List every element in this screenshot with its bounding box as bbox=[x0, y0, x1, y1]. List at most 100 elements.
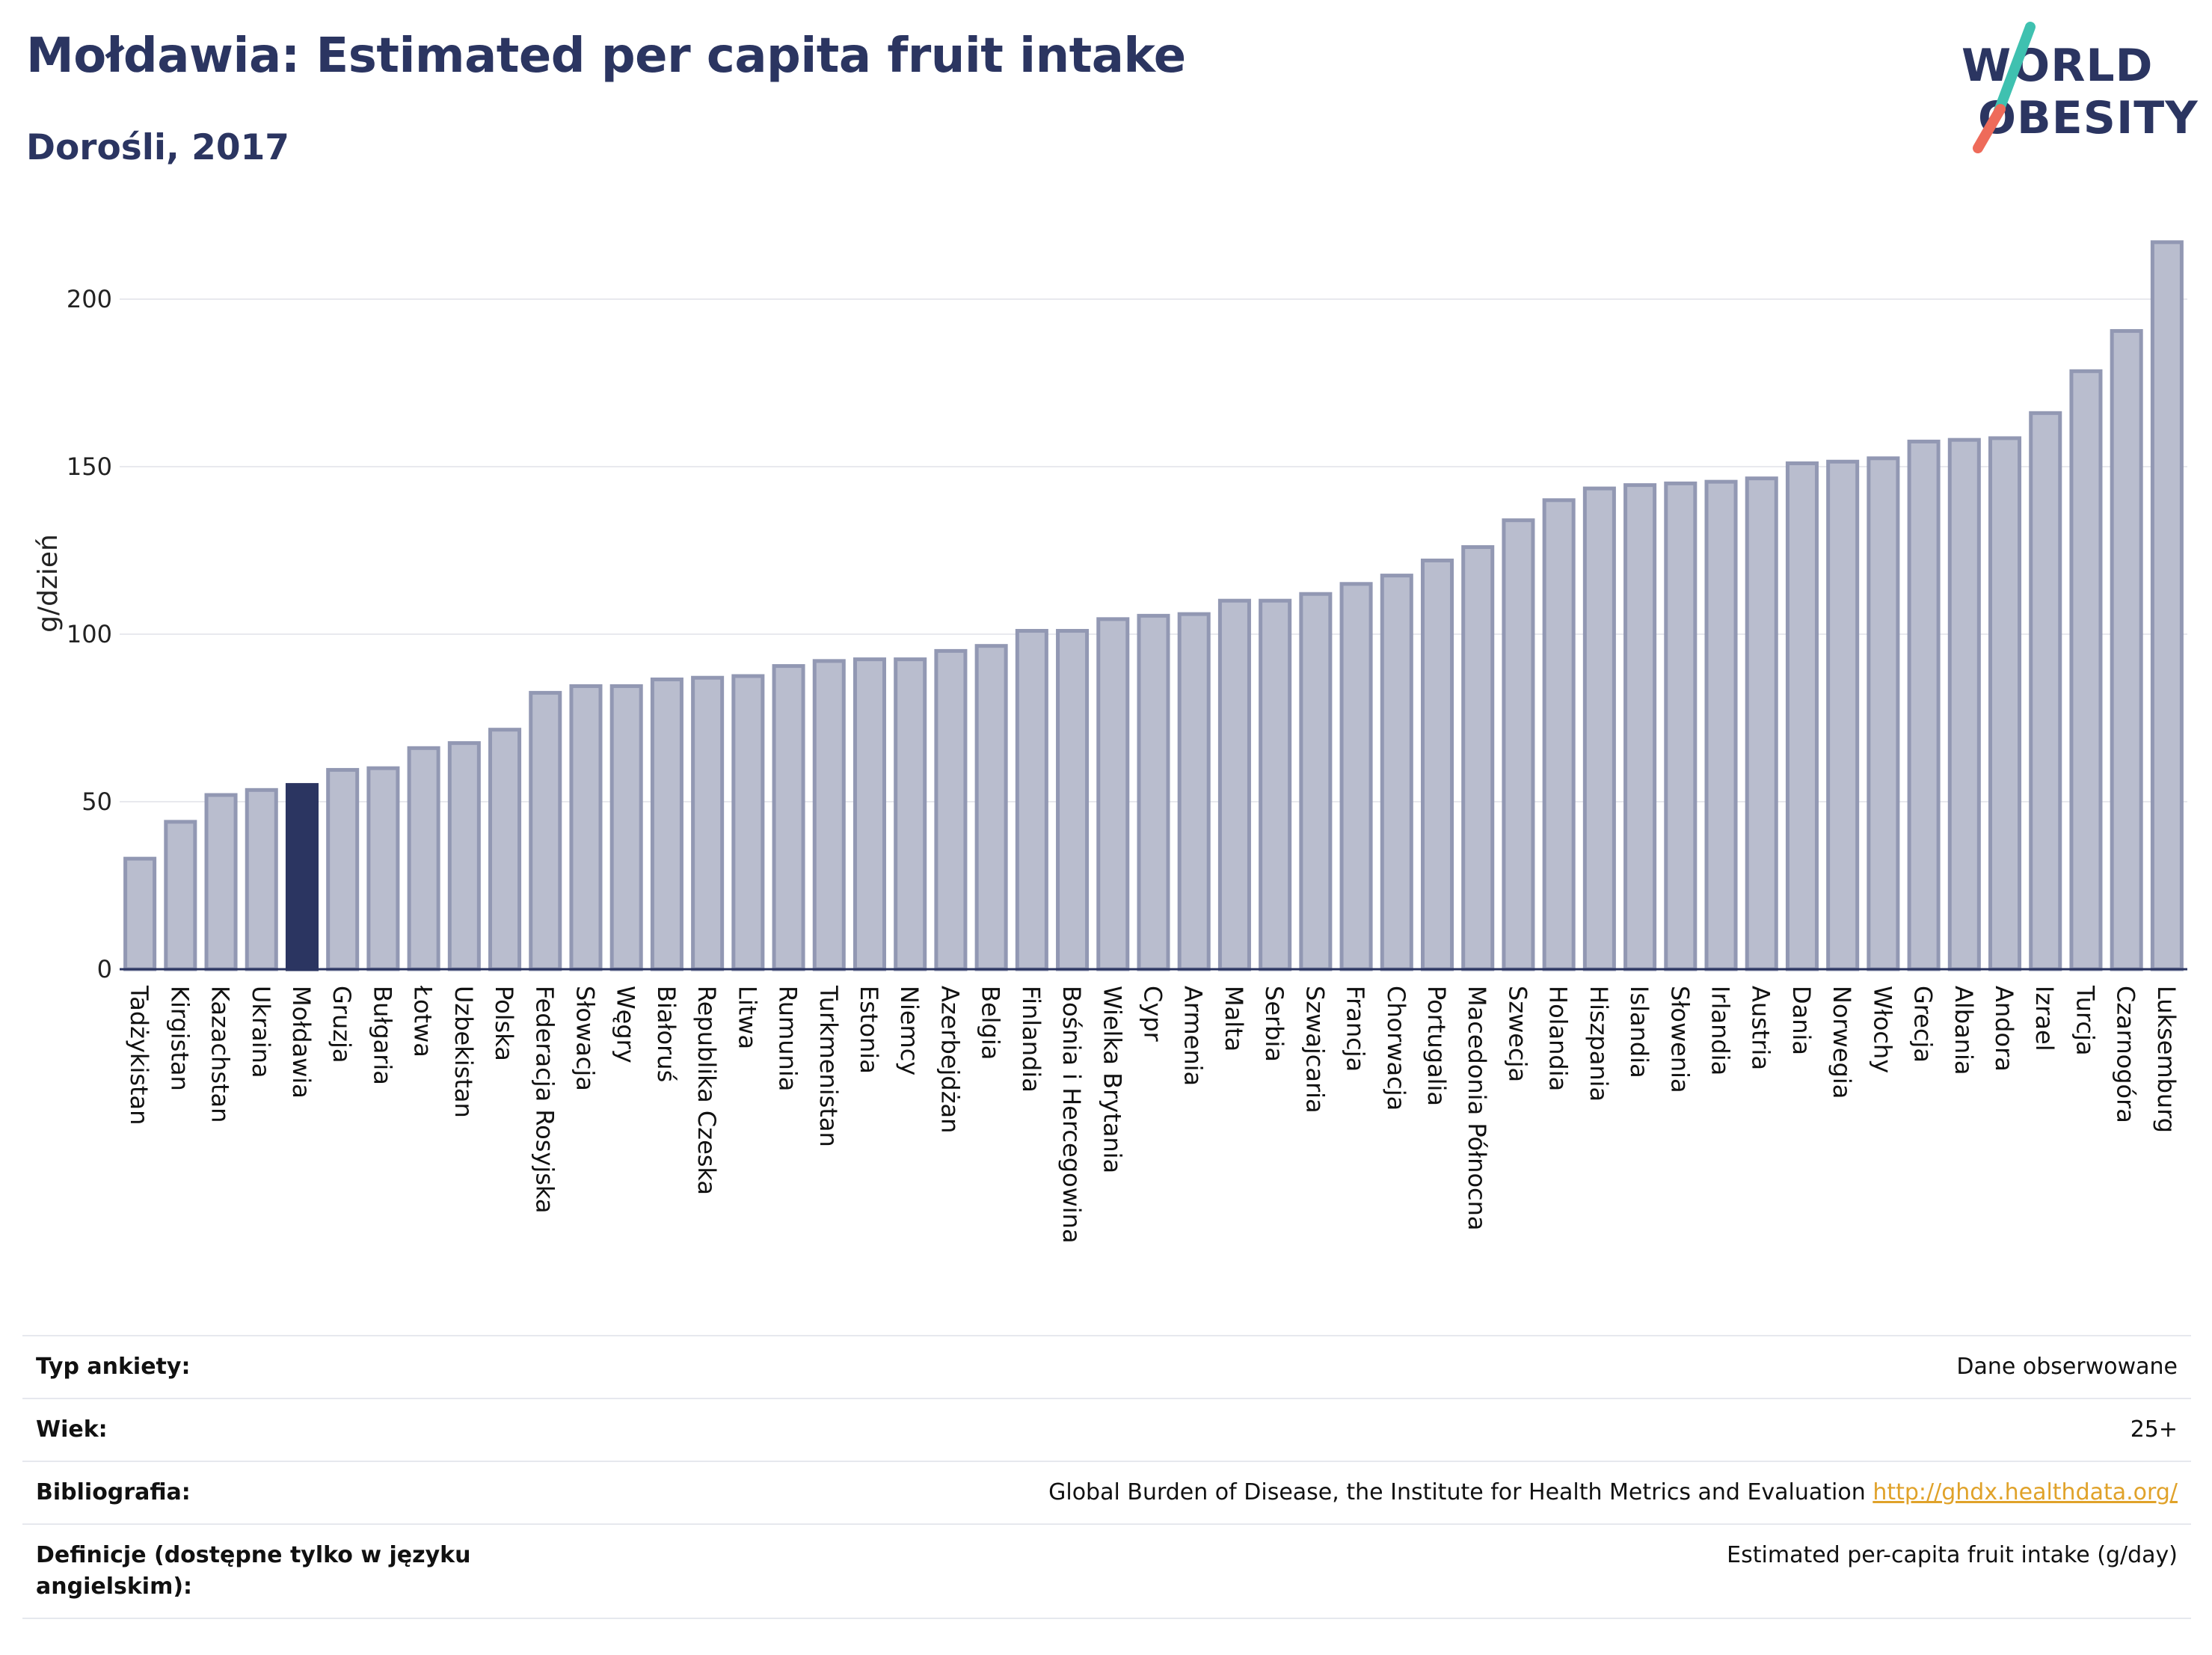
x-tick-label: Litwa bbox=[733, 986, 761, 1049]
bar-highlighted bbox=[285, 783, 319, 971]
bar bbox=[1542, 498, 1576, 971]
bar bbox=[164, 820, 197, 971]
meta-row-bibliography: Bibliografia: Global Burden of Disease, … bbox=[22, 1461, 2191, 1523]
meta-row-definitions: Definicje (dostępne tylko w języku angiel… bbox=[22, 1523, 2191, 1619]
meta-value-bibliography: Global Burden of Disease, the Institute … bbox=[1048, 1477, 2178, 1508]
x-tick-label: Polska bbox=[490, 986, 518, 1061]
x-tick-label: Uzbekistan bbox=[449, 986, 478, 1118]
x-tick-label: Federacja Rosyjska bbox=[530, 986, 559, 1214]
bar bbox=[609, 684, 643, 971]
bibliography-link[interactable]: http://ghdx.healthdata.org/ bbox=[1872, 1479, 2178, 1505]
bar bbox=[1745, 476, 1778, 971]
x-tick-label: Irlandia bbox=[1706, 986, 1735, 1075]
bar bbox=[407, 746, 440, 971]
x-tick-label: Republika Czeska bbox=[692, 986, 721, 1195]
bar bbox=[2110, 329, 2143, 971]
bar bbox=[1339, 582, 1373, 971]
bar bbox=[731, 674, 765, 971]
x-tick-label: Austria bbox=[1747, 986, 1775, 1070]
meta-value-survey: Dane obserwowane bbox=[1956, 1354, 2178, 1380]
x-tick-label: Kirgistan bbox=[165, 986, 194, 1091]
bar bbox=[1582, 486, 1616, 971]
x-tick-label: Węgry bbox=[612, 986, 640, 1063]
x-tick-label: Norwegia bbox=[1828, 986, 1856, 1099]
meta-row-age: Wiek: 25+ bbox=[22, 1398, 2191, 1461]
meta-label-definitions: Definicje (dostępne tylko w języku angiel… bbox=[36, 1540, 470, 1603]
y-tick-label: 0 bbox=[97, 955, 112, 983]
bar bbox=[488, 728, 522, 971]
bar bbox=[2029, 411, 2062, 971]
bar bbox=[529, 690, 562, 971]
x-tick-label: Kazachstan bbox=[206, 986, 235, 1123]
logo-text-world: WORLD bbox=[1961, 40, 2154, 92]
bar bbox=[1623, 483, 1657, 971]
meta-label-survey: Typ ankiety: bbox=[36, 1354, 191, 1380]
y-tick-label: 200 bbox=[67, 285, 112, 313]
x-tick-label: Albania bbox=[1950, 986, 1978, 1075]
bar bbox=[1867, 456, 1900, 971]
x-tick-label: Turcja bbox=[2071, 985, 2099, 1056]
logo-slash-icon bbox=[1973, 22, 2036, 153]
meta-label-definitions-line2: angielskim): bbox=[36, 1573, 193, 1600]
x-tick-label: Izrael bbox=[2030, 986, 2059, 1051]
bar bbox=[812, 659, 846, 971]
x-tick-label: Czarnogóra bbox=[2112, 986, 2140, 1123]
x-tick-label: Włochy bbox=[1868, 986, 1896, 1073]
bar bbox=[1420, 558, 1454, 971]
x-tick-label: Słowenia bbox=[1665, 986, 1694, 1093]
bar bbox=[1299, 592, 1333, 971]
chart-title: Mołdawia: Estimated per capita fruit int… bbox=[26, 28, 1186, 84]
x-tick-label: Chorwacja bbox=[1382, 986, 1410, 1111]
bar bbox=[326, 767, 360, 971]
x-tick-label: Belgia bbox=[977, 986, 1005, 1060]
chart-subtitle: Dorośli, 2017 bbox=[26, 127, 289, 168]
bar bbox=[2069, 369, 2103, 971]
x-tick-label: Armenia bbox=[1179, 986, 1208, 1086]
x-tick-label: Islandia bbox=[1625, 986, 1653, 1078]
bar bbox=[2150, 240, 2184, 971]
x-tick-label: Andora bbox=[1990, 986, 2018, 1072]
y-axis-label: g/dzień bbox=[33, 534, 64, 633]
x-tick-label: Bośnia i Hercegowina bbox=[1057, 986, 1086, 1244]
y-tick-label: 100 bbox=[67, 620, 112, 648]
bar bbox=[852, 657, 887, 971]
meta-value-age: 25+ bbox=[2130, 1416, 2178, 1443]
x-tick-label: Luksemburg bbox=[2152, 986, 2181, 1133]
y-tick-label: 150 bbox=[67, 452, 112, 481]
meta-value-definitions: Estimated per-capita fruit intake (g/day… bbox=[1727, 1542, 2178, 1568]
x-tick-label: Rumunia bbox=[774, 986, 802, 1091]
y-tick-label: 50 bbox=[82, 787, 112, 816]
metadata-table: Typ ankiety: Dane obserwowane Wiek: 25+ … bbox=[22, 1335, 2191, 1619]
bar bbox=[1988, 436, 2022, 971]
bar bbox=[1704, 479, 1738, 971]
x-tick-label: Cypr bbox=[1139, 986, 1167, 1043]
bar bbox=[1907, 439, 1941, 971]
x-tick-label: Portugalia bbox=[1422, 986, 1451, 1106]
bar bbox=[1947, 437, 1981, 971]
bar-chart: 0 50 100 150 200 g/dzień Tadżykistan Kirgistan K… bbox=[33, 240, 2187, 1244]
bar bbox=[1259, 598, 1292, 971]
x-tick-label: Turkmenistan bbox=[814, 985, 843, 1147]
x-tick-label: Estonia bbox=[855, 986, 883, 1074]
meta-row-survey: Typ ankiety: Dane obserwowane bbox=[22, 1335, 2191, 1398]
x-tick-label: Szwecja bbox=[1503, 986, 1531, 1082]
bar bbox=[1502, 518, 1535, 971]
bar bbox=[1056, 629, 1090, 971]
x-tick-label: Serbia bbox=[1260, 986, 1288, 1062]
bar bbox=[1380, 574, 1413, 971]
world-obesity-logo: WORLD OBESITY bbox=[1956, 21, 2198, 159]
x-tick-label: Szwajcaria bbox=[1300, 986, 1329, 1114]
x-tick-label: Białoruś bbox=[652, 986, 681, 1082]
x-tick-label: Bułgaria bbox=[368, 986, 396, 1085]
x-tick-label: Tadżykistan bbox=[125, 985, 153, 1125]
bar bbox=[772, 664, 805, 971]
bar bbox=[245, 787, 278, 971]
x-tick-label: Malta bbox=[1220, 986, 1248, 1051]
bar bbox=[447, 741, 481, 971]
meta-label-age: Wiek: bbox=[36, 1416, 108, 1443]
x-tick-label: Macedonia Północna bbox=[1463, 986, 1491, 1231]
x-tick-label: Azerbejdżan bbox=[936, 986, 964, 1133]
x-tick-label: Słowacja bbox=[571, 986, 599, 1091]
bar bbox=[1826, 459, 1860, 971]
x-tick-label: Łotwa bbox=[409, 985, 437, 1057]
